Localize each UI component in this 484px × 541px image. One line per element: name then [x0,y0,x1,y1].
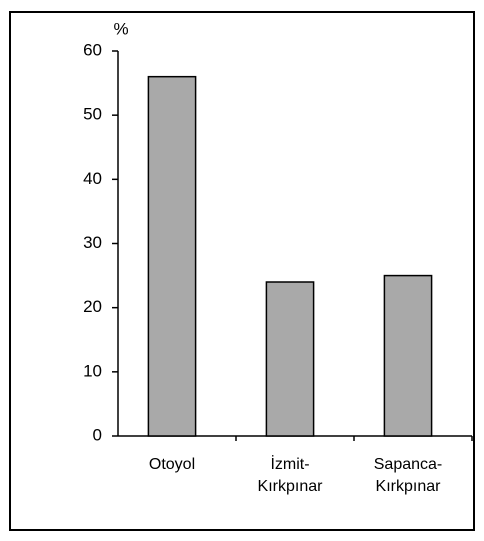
y-tick-label: 50 [83,105,102,124]
x-tick-label: Sapanca-Kırkpınar [373,456,443,495]
y-tick-label: 10 [83,361,102,380]
x-tick-label: İzmit-Kırkpınar [257,456,323,495]
x-tick-label: Otoyol [148,456,196,473]
y-tick-label: 20 [83,297,102,316]
y-tick-label: 60 [83,40,102,59]
bar [383,274,433,437]
bar [265,281,315,437]
frame [9,11,475,531]
y-tick-label: 40 [83,169,102,188]
y-tick-label: 30 [83,233,102,252]
y-tick-label: 0 [93,425,102,444]
bar [147,75,197,437]
y-axis-label: % [113,19,128,38]
